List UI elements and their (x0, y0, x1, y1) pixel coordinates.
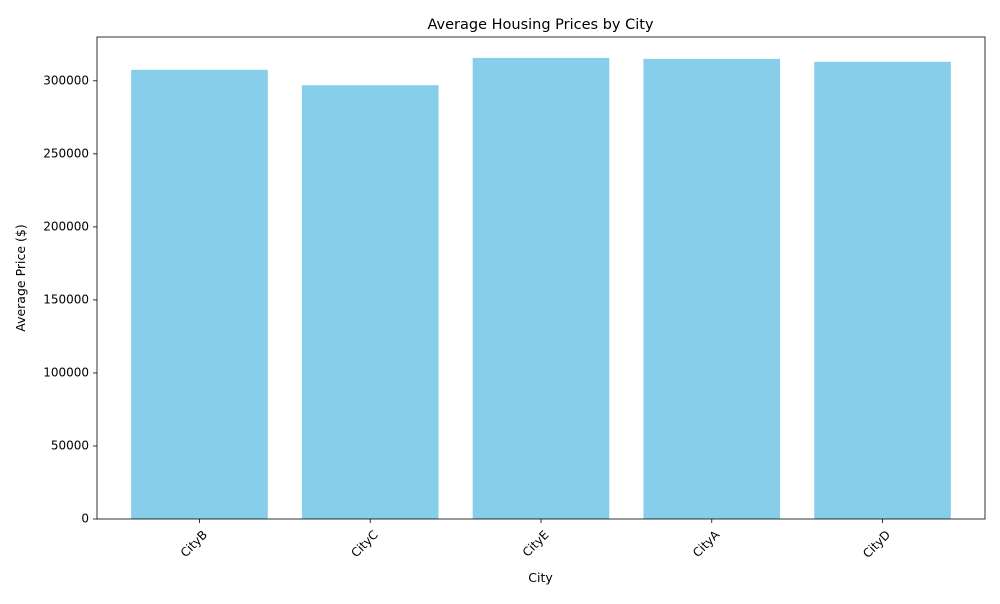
bar-citye (472, 57, 610, 520)
x-tick-label: CityB (178, 528, 210, 560)
bars-group (131, 57, 951, 520)
x-tick-label: CityE (520, 528, 552, 560)
chart-title: Average Housing Prices by City (427, 17, 653, 33)
y-tick-label: 100000 (43, 365, 89, 379)
y-tick-label: 200000 (43, 219, 89, 233)
y-tick-label: 300000 (43, 73, 89, 87)
x-tick-label: CityD (860, 528, 893, 561)
bar-cityb (131, 69, 268, 519)
y-tick-label: 0 (81, 512, 89, 526)
y-axis-label: Average Price ($) (13, 224, 28, 331)
bar-citya (643, 58, 781, 520)
y-tick-label: 50000 (51, 438, 89, 452)
bar-cityc (301, 85, 439, 519)
x-tick-label: CityC (348, 528, 380, 560)
y-tick-label: 250000 (43, 146, 89, 160)
x-ticks-group: CityB CityC CityE CityA CityD (178, 519, 893, 561)
x-axis-label: City (528, 570, 553, 585)
y-tick-label: 150000 (43, 292, 89, 306)
y-ticks-group: 0 50000 100000 150000 200000 250000 300000 (43, 73, 97, 526)
bar-cityd (814, 61, 951, 520)
x-tick-label: CityA (690, 527, 723, 560)
